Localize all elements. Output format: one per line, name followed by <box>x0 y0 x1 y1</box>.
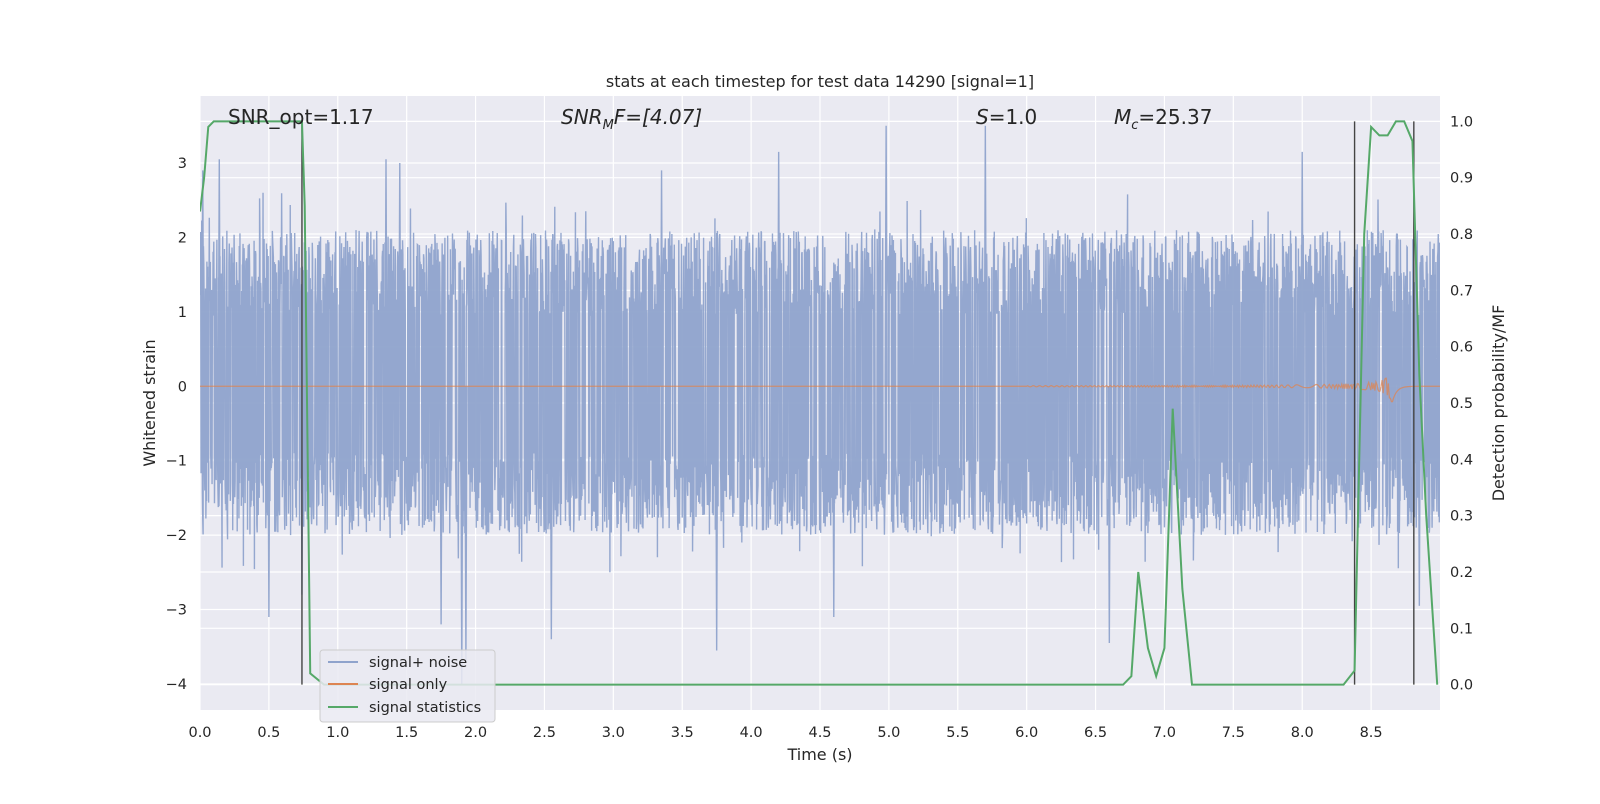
y-right-tick-label: 0.2 <box>1450 565 1473 581</box>
y-left-tick-label: 2 <box>178 230 187 246</box>
annotation-snr-opt: SNR_opt=1.17 <box>228 105 374 129</box>
legend-label-signal-noise: signal+ noise <box>369 655 467 671</box>
y-right-axis-label: Detection probability/MF <box>1489 305 1508 502</box>
x-tick-label: 6.5 <box>1084 725 1107 741</box>
annotation-mc-rest: =25.37 <box>1138 105 1212 129</box>
y-right-tick-labels: 1.0 0.9 0.8 0.7 0.6 0.5 0.4 0.3 0.2 0.1 0.0 <box>1450 114 1473 693</box>
y-left-tick-label: −3 <box>166 603 187 619</box>
series-signal-statistics-line <box>200 120 1439 686</box>
x-tick-label: 4.5 <box>808 725 831 741</box>
x-tick-label: 5.5 <box>946 725 969 741</box>
y-right-tick-label: 0.9 <box>1450 171 1473 187</box>
y-left-tick-label: −2 <box>166 528 187 544</box>
chart-title: stats at each timestep for test data 142… <box>606 72 1034 91</box>
x-axis-label: Time (s) <box>786 745 852 764</box>
x-tick-label: 1.0 <box>326 725 349 741</box>
annotation-s: S=1.0 <box>976 105 1037 129</box>
annotation-mc: Mc=25.37 <box>1114 105 1212 133</box>
y-left-axis-label: Whitened strain <box>140 339 159 466</box>
annotation-snr-mf-sub: M <box>603 118 614 133</box>
x-tick-label: 7.5 <box>1222 725 1245 741</box>
annotation-s-rest: =1.0 <box>989 105 1038 129</box>
y-left-tick-label: 1 <box>178 305 187 321</box>
y-right-tick-label: 0.3 <box>1450 509 1473 525</box>
x-tick-label: 2.5 <box>533 725 556 741</box>
y-left-tick-labels: 3 2 1 0 −1 −2 −3 −4 <box>166 156 187 693</box>
y-left-tick-label: −4 <box>166 677 187 693</box>
x-tick-label: 6.0 <box>1015 725 1038 741</box>
y-right-tick-label: 0.4 <box>1450 452 1473 468</box>
x-tick-label: 0.5 <box>257 725 280 741</box>
x-tick-label: 7.0 <box>1153 725 1176 741</box>
annotation-mc-main: M <box>1114 105 1131 129</box>
y-left-tick-label: −1 <box>166 454 187 470</box>
y-right-tick-label: 0.1 <box>1450 621 1473 637</box>
legend: signal+ noise signal only signal statist… <box>319 649 496 723</box>
y-right-tick-label: 0.6 <box>1450 340 1473 356</box>
x-tick-label: 0.0 <box>188 725 211 741</box>
y-right-tick-label: 0.8 <box>1450 227 1473 243</box>
annotation-snr-mf: SNRMF=[4.07] <box>561 105 702 133</box>
x-tick-label: 4.0 <box>740 725 763 741</box>
legend-label-signal-only: signal only <box>369 677 448 693</box>
annotation-snr-mf-main: SNR <box>561 105 603 129</box>
x-tick-label: 3.5 <box>671 725 694 741</box>
y-left-tick-label: 3 <box>178 156 187 172</box>
x-tick-label: 5.0 <box>877 725 900 741</box>
annotation-mc-sub: c <box>1131 118 1138 133</box>
x-tick-label: 8.0 <box>1291 725 1314 741</box>
y-right-tick-label: 1.0 <box>1450 114 1473 130</box>
annotation-snr-mf-rest: F=[4.07] <box>614 105 702 129</box>
x-tick-label: 1.5 <box>395 725 418 741</box>
y-left-tick-label: 0 <box>178 379 187 395</box>
x-tick-label: 3.0 <box>602 725 625 741</box>
annotation-s-main: S <box>976 105 989 129</box>
x-tick-label: 2.0 <box>464 725 487 741</box>
series-signal-only-line <box>200 377 1440 403</box>
y-right-tick-label: 0.7 <box>1450 283 1473 299</box>
legend-label-signal-statistics: signal statistics <box>369 700 481 716</box>
legend-box <box>319 649 496 723</box>
x-tick-labels: 0.0 0.5 1.0 1.5 2.0 2.5 3.0 3.5 4.0 4.5 5.0 5.5 6.0 6… <box>188 725 1382 741</box>
y-right-tick-label: 0.5 <box>1450 396 1473 412</box>
x-tick-label: 8.5 <box>1360 725 1383 741</box>
y-right-tick-label: 0.0 <box>1450 678 1473 694</box>
